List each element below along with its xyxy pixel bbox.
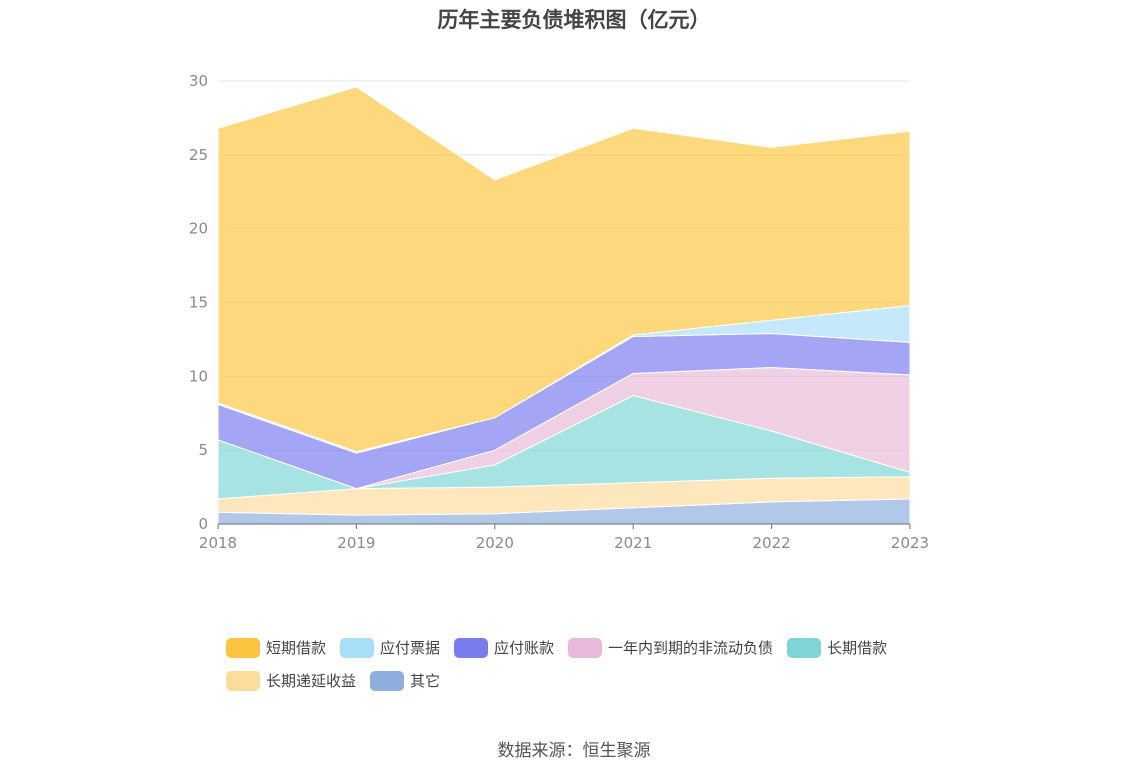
chart-title: 历年主要负债堆积图（亿元） [437, 8, 711, 32]
legend-label: 一年内到期的非流动负债 [608, 639, 774, 657]
legend-item[interactable]: 长期借款 [787, 636, 887, 659]
x-tick-label: 2019 [337, 534, 375, 552]
legend: 短期借款 应付票据 应付账款 一年内到期的非流动负债 长期借款长期递延收益 其它 [226, 636, 946, 692]
y-tick-label: 10 [189, 367, 208, 385]
legend-label: 长期递延收益 [266, 672, 357, 690]
legend-item[interactable]: 短期借款 [226, 636, 326, 659]
series-area-短期借款 [217, 86, 911, 453]
legend-label: 应付账款 [494, 639, 555, 657]
y-tick-label: 20 [189, 220, 208, 238]
y-tick-label: 25 [189, 146, 208, 164]
legend-swatch [226, 637, 260, 658]
legend-swatch [568, 637, 603, 658]
legend-item[interactable]: 一年内到期的非流动负债 [568, 636, 773, 659]
x-tick-label: 2018 [199, 534, 237, 552]
legend-item[interactable]: 其它 [370, 669, 440, 692]
legend-swatch [340, 637, 375, 658]
legend-swatch [370, 670, 405, 691]
legend-swatch [454, 637, 489, 658]
y-tick-label: 0 [198, 515, 208, 533]
x-tick-label: 2020 [476, 534, 514, 552]
legend-label: 长期借款 [827, 639, 888, 657]
legend-swatch [226, 670, 260, 691]
legend-item[interactable]: 长期递延收益 [226, 669, 356, 692]
legend-label: 应付票据 [380, 639, 441, 657]
axes: 0 5 10 15 20 25 30 2018 2019 2020 2021 2022 2023 [189, 72, 929, 552]
y-tick-label: 15 [189, 294, 208, 312]
area-series [217, 86, 911, 525]
legend-swatch [787, 637, 822, 658]
legend-label: 其它 [410, 672, 441, 690]
y-tick-label: 30 [189, 72, 208, 90]
source-note: 数据来源：恒生聚源 [497, 741, 651, 761]
y-tick-label: 5 [198, 441, 208, 459]
legend-label: 短期借款 [266, 639, 327, 657]
x-tick-label: 2021 [614, 534, 652, 552]
legend-item[interactable]: 应付账款 [454, 636, 554, 659]
legend-item[interactable]: 应付票据 [340, 636, 440, 659]
x-tick-label: 2022 [753, 534, 791, 552]
x-tick-label: 2023 [891, 534, 929, 552]
